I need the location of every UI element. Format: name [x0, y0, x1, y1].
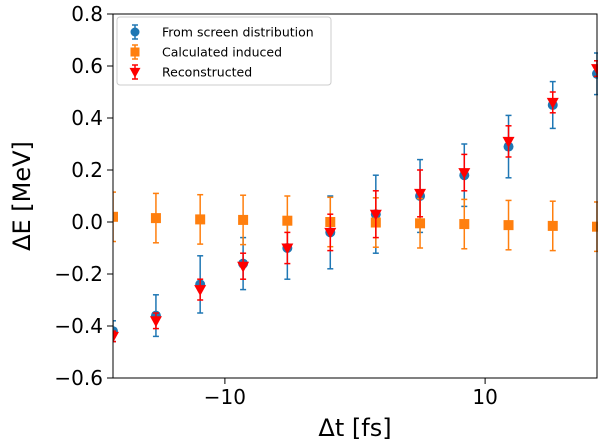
data-point [591, 64, 598, 75]
y-axis: −0.6 −0.4 −0.2 0.0 0.2 0.4 0.6 0.8 [54, 2, 113, 390]
data-point [113, 211, 118, 222]
data-point [502, 136, 515, 148]
y-tick-label: −0.2 [54, 262, 103, 286]
legend: From screen distribution Calculated induc… [116, 16, 332, 86]
y-tick-label: 0.8 [71, 2, 103, 26]
y-tick-label: 0.2 [71, 158, 103, 182]
x-tick-label: −10 [204, 385, 246, 409]
y-tick-label: −0.4 [54, 314, 103, 338]
data-point [149, 316, 162, 328]
plot-area [113, 52, 598, 343]
data-point [238, 214, 249, 225]
x-tick-label: 10 [472, 385, 497, 409]
data-point [113, 331, 119, 343]
legend-label: From screen distribution [162, 25, 314, 40]
data-point [503, 220, 514, 231]
x-axis-label: Δt [fs] [318, 414, 391, 442]
data-point [194, 285, 207, 296]
data-point [282, 215, 293, 226]
plot-frame [112, 13, 598, 379]
data-point [458, 168, 471, 179]
legend-marker [129, 67, 141, 78]
y-tick-label: 0.6 [71, 54, 103, 78]
data-point [414, 188, 427, 200]
data-point [324, 227, 337, 239]
data-point [281, 243, 294, 255]
y-axis-label: ΔE [MeV] [8, 141, 36, 251]
data-point [459, 219, 470, 230]
legend-box [116, 16, 332, 86]
x-axis: −10 10 [204, 378, 498, 409]
data-point [237, 261, 250, 273]
legend-label: Reconstructed [162, 65, 252, 80]
data-point [150, 213, 161, 224]
data-point [592, 221, 598, 232]
y-tick-label: 0.4 [71, 106, 103, 130]
series-triangle-down [113, 60, 598, 343]
data-point [195, 214, 206, 225]
legend-label: Calculated induced [162, 45, 282, 60]
legend-marker [130, 47, 140, 57]
data-point [369, 209, 382, 221]
y-tick-label: −0.6 [54, 366, 103, 390]
legend-marker [130, 27, 140, 37]
data-point [547, 220, 558, 231]
y-tick-label: 0.0 [71, 210, 103, 234]
data-point [415, 218, 426, 229]
data-point [546, 97, 559, 109]
